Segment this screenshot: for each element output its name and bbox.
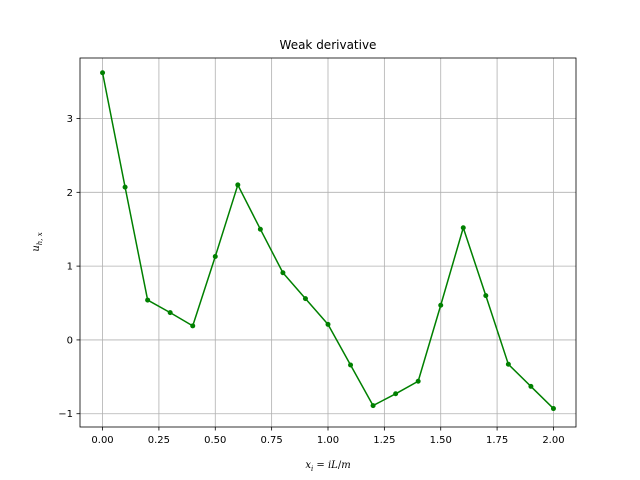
x-tick-label: 1.75 [486,435,508,446]
x-tick-label: 0.00 [91,435,113,446]
x-tick-label: 1.50 [430,435,452,446]
data-point [257,226,263,232]
x-tick-label: 0.50 [204,435,226,446]
data-point [348,362,354,368]
x-tick-label: 2.00 [542,435,564,446]
data-point [528,383,534,389]
y-tick-label: 1 [67,262,73,273]
data-point [280,270,286,276]
chart-title: Weak derivative [280,38,377,52]
data-point [122,184,128,190]
data-point [415,378,421,384]
data-point [483,293,489,299]
data-point [460,225,466,231]
data-point [370,403,376,409]
y-tick-label: 2 [67,188,73,199]
data-point [145,297,151,303]
y-axis-label: uh, x [31,232,44,251]
data-point [505,361,511,367]
data-point [393,391,399,397]
x-tick-label: 1.25 [373,435,395,446]
ticks: 0.00 0.25 0.50 0.75 1.00 1.25 1.50 1.75 2.00 −1 0 1… [58,114,564,446]
data-point [235,182,241,188]
y-tick-label: 3 [67,114,73,125]
data-point [190,323,196,329]
series-layer [100,70,556,412]
data-point [302,296,308,302]
x-tick-label: 0.25 [148,435,170,446]
x-tick-label: 1.00 [317,435,339,446]
y-tick-label: −1 [58,409,73,420]
y-tick-label: 0 [67,335,73,346]
data-point [325,321,331,327]
data-point [100,70,106,76]
data-point [167,310,173,316]
data-point [212,254,218,260]
data-point [550,406,556,412]
data-point [438,302,444,308]
x-axis-label: xi = iL/m [305,460,350,473]
grid [80,58,576,427]
x-tick-label: 0.75 [261,435,283,446]
